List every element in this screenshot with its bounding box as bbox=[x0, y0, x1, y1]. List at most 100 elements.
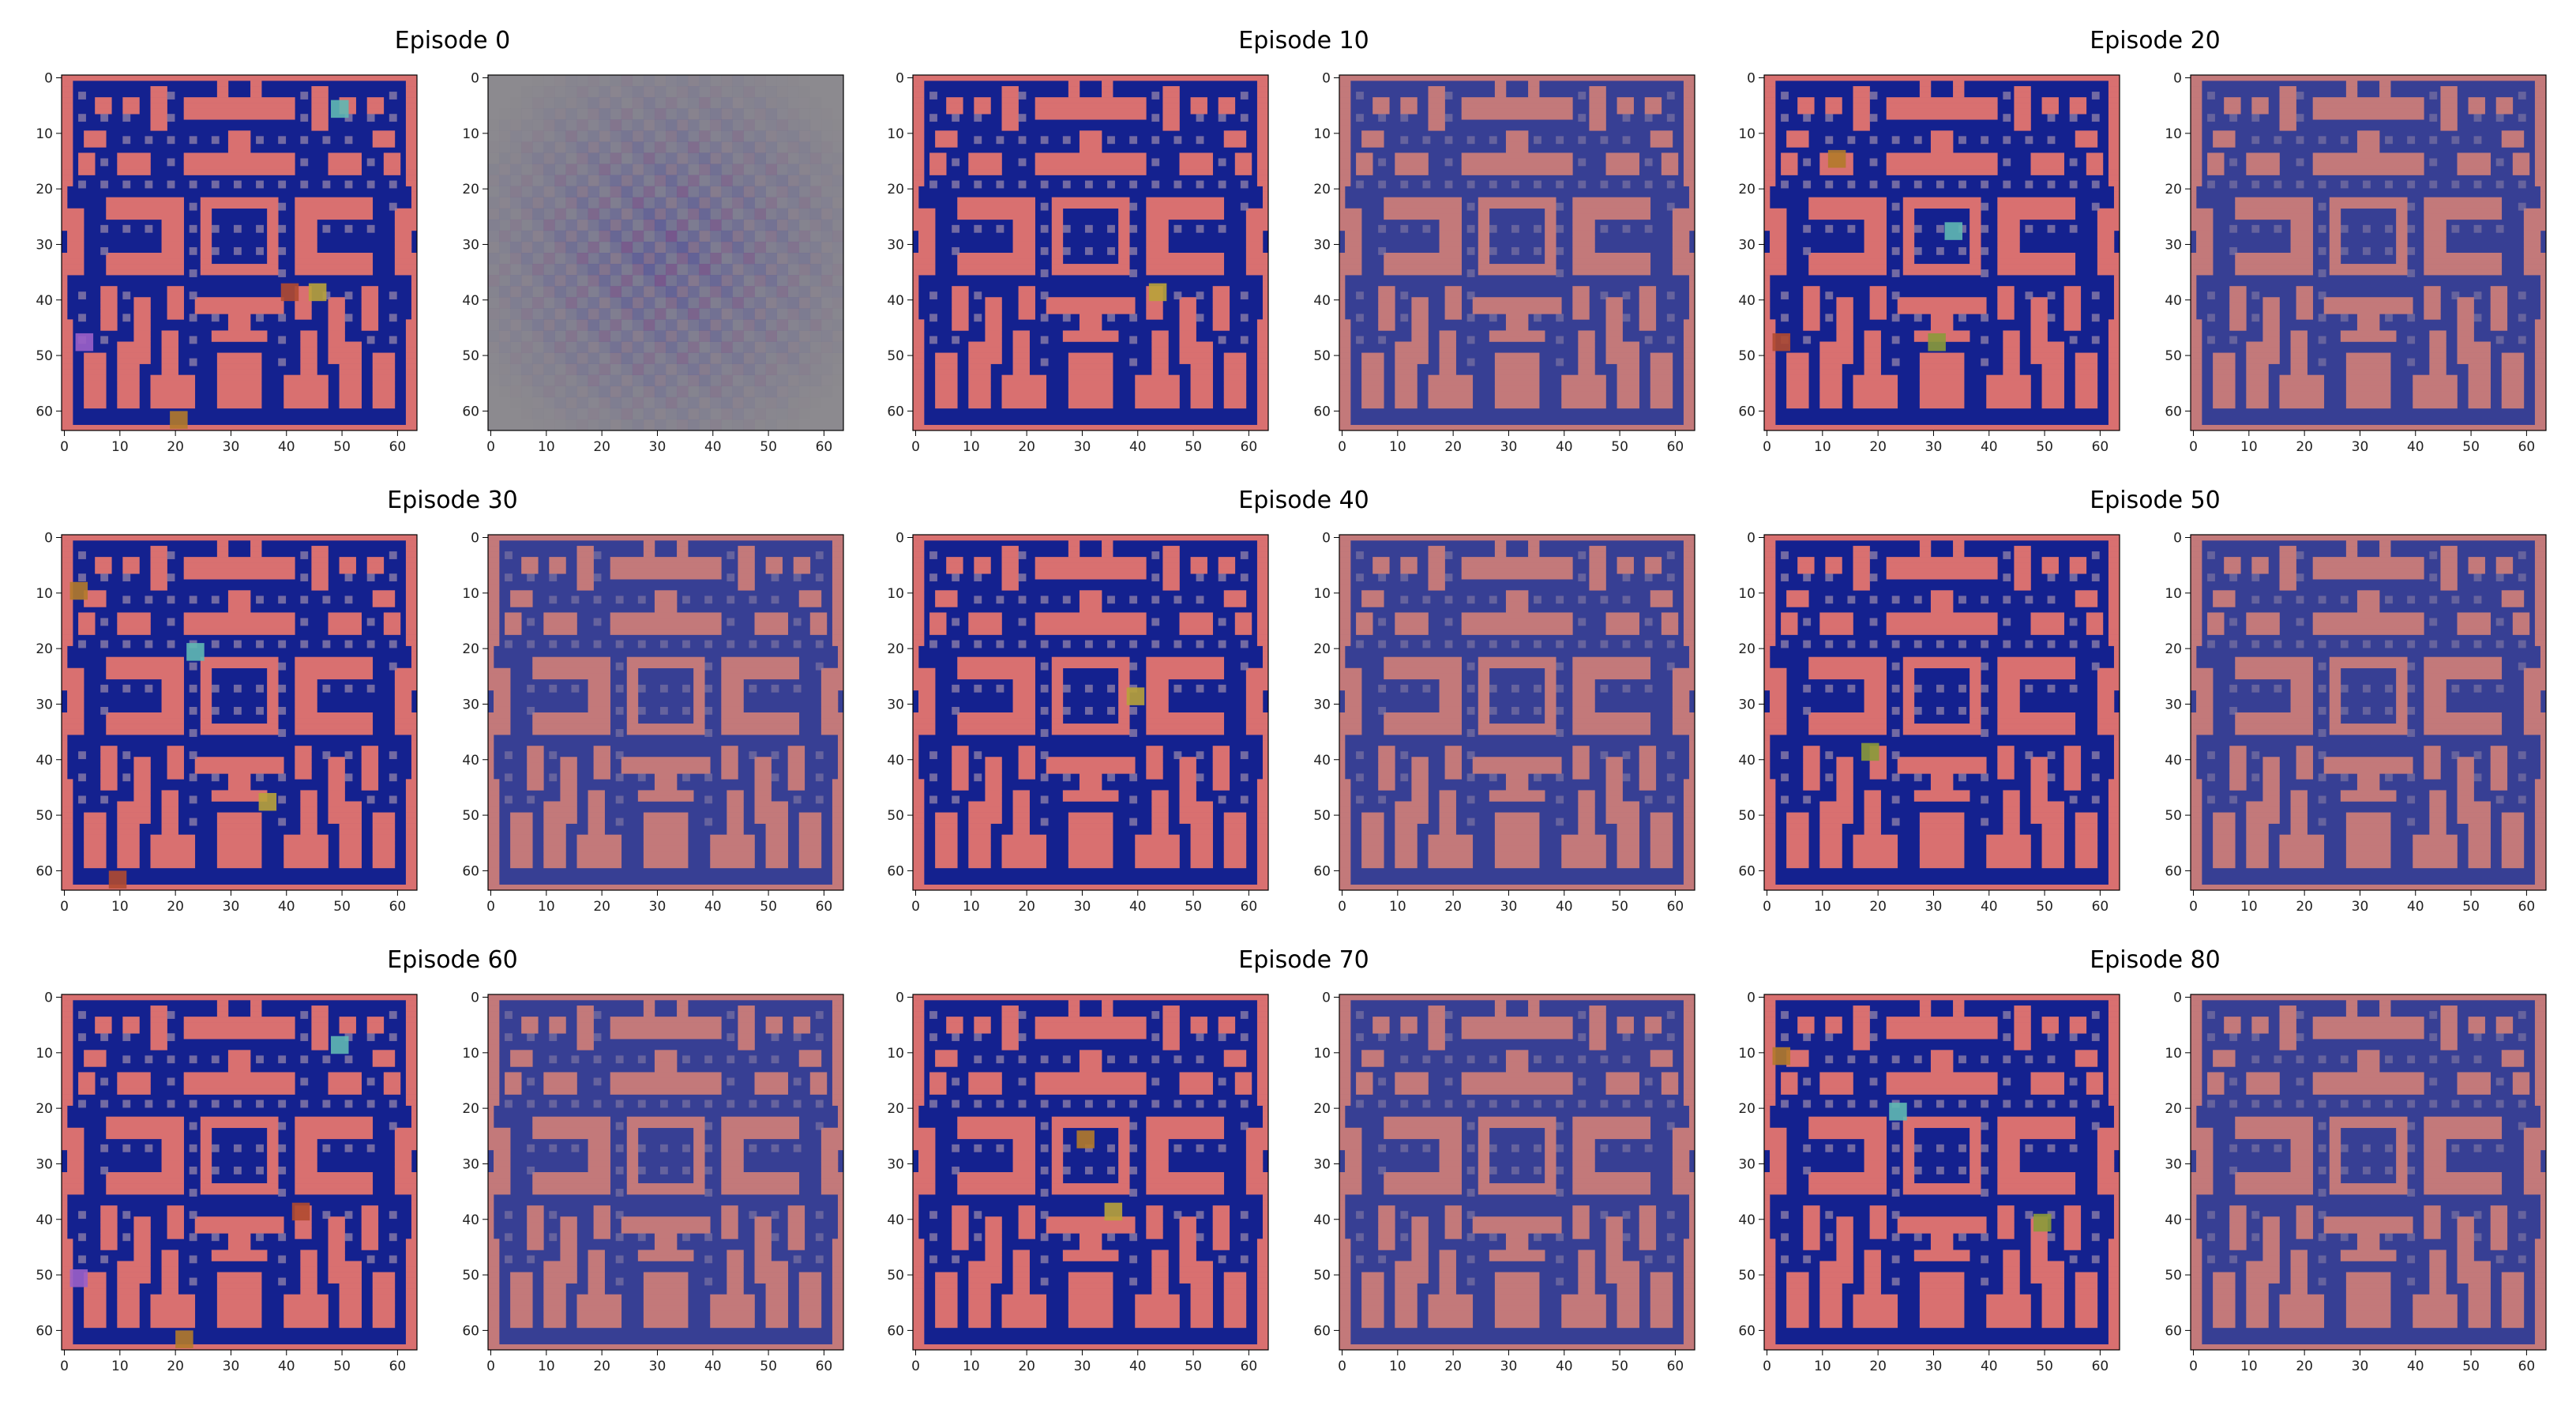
maze-wall bbox=[1919, 385, 1965, 393]
maze-wall bbox=[1256, 114, 1269, 120]
maze-wall bbox=[820, 706, 839, 713]
maze-wall bbox=[328, 623, 362, 630]
pellet bbox=[145, 596, 153, 604]
noise-cell bbox=[632, 241, 644, 254]
maze-wall bbox=[405, 562, 418, 569]
maze-wall bbox=[405, 823, 418, 829]
noise-cell bbox=[732, 319, 744, 331]
noise-cell bbox=[521, 386, 532, 397]
pellet bbox=[1040, 336, 1049, 344]
maze-wall bbox=[488, 584, 500, 591]
pellet bbox=[637, 773, 646, 782]
noise-cell bbox=[654, 119, 667, 131]
maze-wall bbox=[1572, 264, 1651, 270]
pellet bbox=[2047, 136, 2056, 145]
maze-wall bbox=[117, 397, 140, 404]
maze-wall bbox=[543, 801, 577, 807]
maze-wall bbox=[133, 762, 151, 769]
maze-wall bbox=[1786, 402, 1809, 409]
maze-wall bbox=[1012, 224, 1035, 231]
pellet bbox=[1062, 314, 1071, 322]
maze-wall bbox=[1970, 246, 1981, 254]
noise-cell bbox=[543, 86, 555, 98]
maze-wall bbox=[1683, 319, 1695, 325]
maze-wall bbox=[1764, 264, 1787, 270]
maze-wall bbox=[1035, 114, 1147, 120]
maze-wall bbox=[405, 812, 418, 818]
pellet bbox=[167, 640, 175, 648]
noise-cell bbox=[632, 119, 644, 131]
maze-wall bbox=[1256, 385, 1269, 393]
maze-wall bbox=[84, 590, 107, 596]
noise-cell bbox=[632, 297, 644, 309]
noise-cell bbox=[732, 264, 744, 276]
maze-wall bbox=[1212, 319, 1230, 325]
maze-wall bbox=[2213, 385, 2236, 393]
maze-wall bbox=[935, 845, 958, 852]
maze-wall bbox=[2424, 202, 2503, 209]
y-tick-label: 30 bbox=[36, 697, 53, 712]
maze-wall bbox=[2251, 103, 2269, 109]
maze-wall bbox=[1012, 829, 1030, 835]
maze-wall bbox=[1411, 330, 1429, 336]
pellet bbox=[100, 640, 109, 648]
maze-wall bbox=[1212, 303, 1230, 309]
maze-wall bbox=[610, 629, 722, 635]
y-tick-label: 60 bbox=[36, 404, 53, 419]
maze-wall bbox=[2108, 147, 2120, 153]
maze-wall bbox=[1428, 92, 1445, 98]
pellet bbox=[1981, 358, 1989, 366]
maze-wall bbox=[1639, 303, 1657, 309]
maze-wall bbox=[1986, 385, 2031, 393]
maze-wall bbox=[1223, 601, 1247, 607]
maze-wall bbox=[1786, 363, 1809, 370]
maze-wall bbox=[62, 108, 73, 115]
noise-cell bbox=[754, 352, 766, 364]
maze-wall bbox=[1339, 325, 1351, 331]
maze-wall bbox=[952, 773, 969, 780]
pellet bbox=[815, 773, 824, 782]
pellet bbox=[637, 684, 646, 693]
maze-wall bbox=[913, 612, 925, 618]
pellet bbox=[2518, 92, 2526, 100]
maze-wall bbox=[1808, 213, 1887, 220]
maze-wall bbox=[935, 352, 958, 359]
noise-cell bbox=[565, 385, 577, 398]
noise-cell bbox=[798, 363, 811, 375]
noise-cell bbox=[688, 164, 700, 175]
maze-wall bbox=[1051, 235, 1064, 242]
maze-wall bbox=[1190, 568, 1207, 574]
noise-cell bbox=[777, 419, 788, 430]
maze-wall bbox=[1853, 380, 1898, 387]
noise-cell bbox=[499, 208, 511, 220]
maze-wall bbox=[106, 208, 184, 215]
maze-wall bbox=[1018, 308, 1035, 314]
maze-wall bbox=[543, 629, 577, 635]
maze-wall bbox=[1561, 402, 1606, 409]
maze-wall bbox=[216, 845, 262, 852]
noise-cell bbox=[677, 119, 689, 131]
maze-wall bbox=[2191, 197, 2197, 204]
maze-wall bbox=[1118, 678, 1130, 686]
maze-wall bbox=[1035, 158, 1147, 164]
noise-cell bbox=[688, 141, 700, 153]
maze-wall bbox=[2191, 86, 2202, 92]
maze-wall bbox=[913, 119, 925, 126]
noise-cell bbox=[532, 75, 543, 86]
pellet bbox=[389, 92, 397, 100]
noise-cell bbox=[809, 253, 822, 265]
maze-wall bbox=[985, 314, 1002, 320]
maze-wall bbox=[284, 851, 329, 858]
noise-cell bbox=[576, 319, 588, 331]
maze-wall bbox=[832, 629, 844, 635]
noise-cell bbox=[621, 119, 633, 131]
maze-wall bbox=[1068, 358, 1113, 364]
pellet bbox=[278, 358, 287, 366]
maze-wall bbox=[1683, 119, 1695, 126]
maze-wall bbox=[1262, 773, 1269, 780]
maze-wall bbox=[1919, 358, 1965, 364]
maze-wall bbox=[654, 607, 678, 613]
maze-wall bbox=[1797, 97, 1815, 103]
maze-wall bbox=[1234, 629, 1252, 635]
maze-wall bbox=[837, 645, 844, 652]
